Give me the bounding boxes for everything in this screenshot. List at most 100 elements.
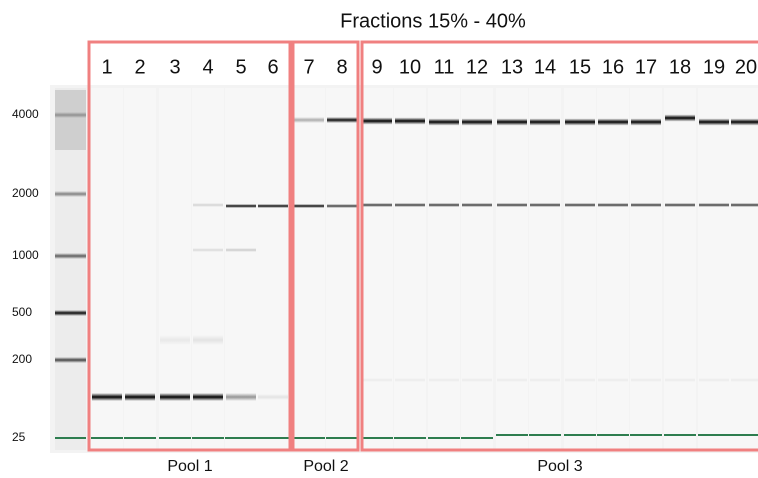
- band: [530, 378, 560, 382]
- ladder-band: [55, 310, 86, 316]
- band: [631, 203, 661, 207]
- band: [193, 203, 223, 207]
- band: [226, 393, 256, 401]
- lane-number: 19: [703, 56, 725, 78]
- band: [497, 378, 527, 382]
- band: [395, 203, 425, 207]
- lane: [564, 88, 596, 450]
- band: [429, 203, 459, 207]
- band: [294, 204, 324, 208]
- band: [362, 203, 392, 207]
- band: [598, 118, 628, 126]
- band: [160, 335, 190, 345]
- band: [665, 203, 695, 207]
- lane: [496, 88, 528, 450]
- lane-number: 15: [569, 56, 591, 78]
- band: [193, 248, 223, 252]
- band: [699, 203, 729, 207]
- lane-number: 11: [434, 56, 455, 78]
- lane: [361, 88, 393, 450]
- ladder-band: [55, 253, 86, 259]
- lane: [597, 88, 629, 450]
- lane-number: 14: [534, 56, 556, 78]
- band: [497, 203, 527, 207]
- lane: [428, 88, 460, 450]
- band: [258, 394, 288, 400]
- band: [327, 204, 357, 208]
- size-marker-label: 4000: [12, 107, 39, 121]
- band: [565, 203, 595, 207]
- pool-box: [87, 40, 292, 452]
- pool-box: [360, 40, 758, 452]
- pool-box: [291, 40, 360, 452]
- size-marker-label: 200: [12, 352, 32, 366]
- lane: [91, 88, 123, 450]
- pool-label: Pool 1: [167, 458, 212, 475]
- band: [429, 378, 459, 382]
- band: [631, 118, 661, 126]
- lane-number: 20: [735, 56, 757, 78]
- lane: [529, 88, 561, 450]
- band: [395, 117, 425, 125]
- figure-title: Fractions 15% - 40%: [340, 10, 526, 32]
- band: [565, 118, 595, 126]
- lane: [293, 88, 325, 450]
- pool-label: Pool 2: [303, 458, 348, 475]
- ladder-band: [55, 191, 86, 197]
- band: [429, 118, 459, 126]
- band: [258, 204, 288, 208]
- band: [160, 393, 190, 401]
- lane-number: 4: [202, 56, 213, 78]
- band: [327, 117, 357, 123]
- band: [193, 393, 223, 401]
- lane: [630, 88, 662, 450]
- band: [497, 118, 527, 126]
- lane: [664, 88, 696, 450]
- band: [462, 118, 492, 126]
- band: [226, 204, 256, 208]
- ladder-lane: [55, 88, 86, 450]
- lane: [461, 88, 493, 450]
- band: [530, 118, 560, 126]
- band: [92, 393, 122, 401]
- ladder-band: [55, 112, 86, 118]
- lane-number: 2: [134, 56, 145, 78]
- lane: [698, 88, 730, 450]
- lane-number: 13: [501, 56, 523, 78]
- band: [565, 378, 595, 382]
- size-marker-label: 500: [12, 305, 32, 319]
- size-marker-label: 2000: [12, 186, 39, 200]
- band: [665, 378, 695, 382]
- lane: [225, 88, 257, 450]
- lane: [192, 88, 224, 450]
- lane-number: 5: [235, 56, 246, 78]
- band: [598, 378, 628, 382]
- band: [699, 118, 729, 126]
- band: [125, 393, 155, 401]
- pool-label: Pool 3: [537, 458, 582, 475]
- band: [530, 203, 560, 207]
- band: [631, 378, 661, 382]
- lane-number: 7: [303, 56, 314, 78]
- lane-number: 12: [466, 56, 488, 78]
- band: [294, 117, 324, 123]
- lane-number: 16: [602, 56, 624, 78]
- band: [193, 335, 223, 345]
- band: [226, 248, 256, 252]
- size-marker-label: 1000: [12, 248, 39, 262]
- lane-number: 1: [101, 56, 112, 78]
- band: [665, 114, 695, 122]
- lane: [326, 88, 358, 450]
- lane: [124, 88, 156, 450]
- size-marker-label: 25: [12, 430, 26, 444]
- lane-number: 10: [399, 56, 421, 78]
- lane: [159, 88, 191, 450]
- band: [395, 378, 425, 382]
- band: [598, 203, 628, 207]
- band: [462, 378, 492, 382]
- lane: [730, 88, 758, 450]
- band: [731, 203, 758, 207]
